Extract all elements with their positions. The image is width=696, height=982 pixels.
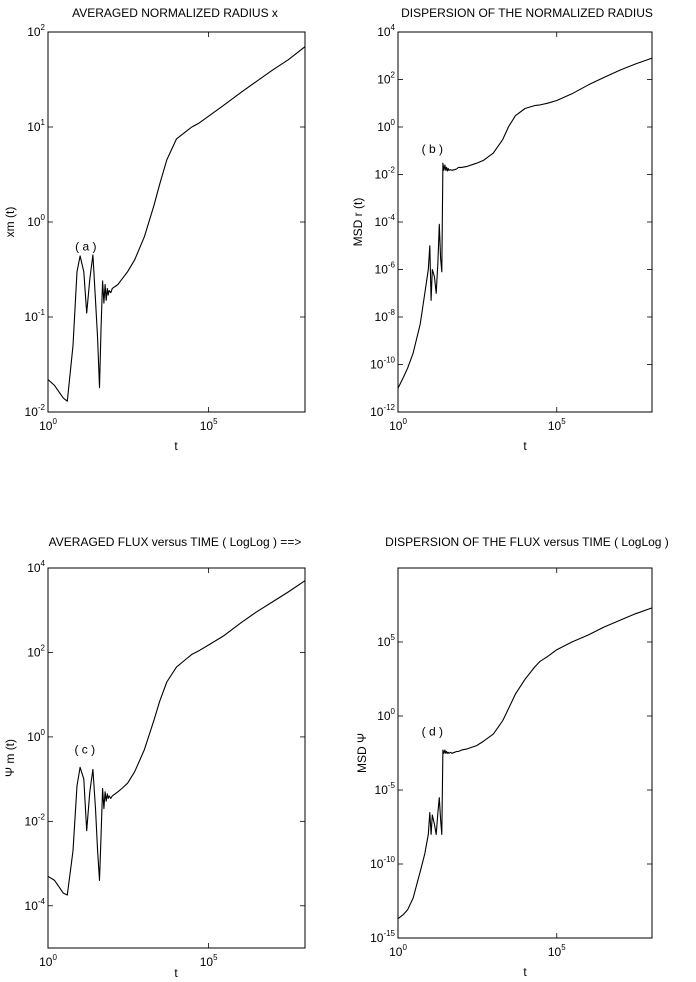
panel-b-y-tick-label: 10-6 [375, 261, 396, 277]
panel-d-x-tick-label: 105 [548, 943, 566, 959]
panel-c-x-tick-label: 105 [200, 953, 218, 969]
panel-d-x-ticks: 100 105 [389, 568, 566, 959]
panel-b-x-tick-label: 100 [389, 417, 407, 433]
panel-c-x-tick-label: 100 [39, 953, 57, 969]
panel-c-title: AVERAGED FLUX versus TIME ( LogLog ) ==> [49, 535, 302, 549]
panel-b-y-tick-label: 10-12 [370, 403, 395, 419]
panel-d-x-label: t [523, 965, 527, 979]
panel-c-y-tick-label: 102 [27, 643, 45, 659]
panel-a-y-tick-label: 102 [27, 23, 45, 39]
panel-c-y-label: Ψ m (t) [3, 739, 17, 777]
panel-b-y-tick-label: 102 [377, 71, 395, 87]
panel-d-title: DISPERSION OF THE FLUX versus TIME ( Log… [385, 535, 669, 549]
panel-b-frame [397, 31, 653, 413]
panel-d-y-tick-label: 100 [377, 707, 395, 723]
panel-a-annotation: ( a ) [75, 240, 96, 254]
panel-a-y-tick-label: 10-2 [25, 403, 46, 419]
panel-c-x-ticks: 100 105 [39, 568, 218, 969]
panel-d-y-tick-label: 105 [377, 633, 395, 649]
panel-d-y-tick-label: 10-5 [375, 781, 396, 797]
panel-b-y-tick-label: 10-8 [375, 308, 396, 324]
panel-c-y-tick-label: 100 [27, 728, 45, 744]
panel-a-x-ticks: 100 105 [39, 32, 218, 433]
panel-d-y-ticks: 10-15 10-10 10-5 100 105 [370, 633, 652, 945]
panel-b-y-ticks: 10-12 10-10 10-8 10-6 10-4 10-2 100 102 104 [370, 23, 652, 419]
panel-b-y-tick-label: 100 [377, 118, 395, 134]
panel-b-y-tick-label: 10-10 [370, 356, 395, 372]
panel-a-y-tick-label: 10-1 [25, 308, 46, 324]
panel-b-y-tick-label: 10-4 [375, 213, 396, 229]
panel-c-y-ticks: 10-4 10-2 100 102 104 [25, 559, 305, 913]
panel-d-frame [397, 567, 653, 939]
panel-b-title: DISPERSION OF THE NORMALIZED RADIUS [401, 6, 653, 20]
panel-a-x-label: t [174, 439, 178, 453]
panel-b: DISPERSION OF THE NORMALIZED RADIUS 10-1… [351, 6, 653, 453]
panel-d-annotation: ( d ) [422, 724, 443, 738]
panel-c-y-tick-label: 10-4 [25, 897, 46, 913]
panel-a: AVERAGED NORMALIZED RADIUS x 10-210-1100… [3, 6, 306, 453]
panel-d-series-line [397, 607, 653, 920]
panel-a-y-tick-label: 100 [27, 213, 45, 229]
panel-d-y-tick-label: 10-15 [370, 929, 395, 945]
panel-a-x-tick-label: 105 [200, 417, 218, 433]
panel-b-x-tick-label: 105 [548, 417, 566, 433]
panel-c-series-line [47, 580, 306, 896]
panel-b-y-tick-label: 104 [377, 23, 395, 39]
panel-c-y-tick-label: 10-2 [25, 812, 46, 828]
panel-c-annotation: ( c ) [74, 743, 95, 757]
panel-d-x-tick-label: 100 [389, 943, 407, 959]
panel-a-series-line [47, 46, 306, 402]
panel-a-y-tick-label: 101 [27, 118, 45, 134]
panel-c-frame [47, 567, 306, 949]
panel-b-y-tick-label: 10-2 [375, 166, 396, 182]
panel-a-y-ticks: 10-2 10-1 100 101 102 [25, 23, 305, 419]
panel-b-series-line [397, 57, 653, 389]
panel-c-y-tick-label: 104 [27, 559, 45, 575]
panel-d: DISPERSION OF THE FLUX versus TIME ( Log… [355, 535, 669, 979]
panel-a-frame [47, 31, 306, 413]
panel-b-annotation: ( b ) [422, 142, 443, 156]
panel-d-y-tick-label: 10-10 [370, 855, 395, 871]
panel-c: AVERAGED FLUX versus TIME ( LogLog ) ==>… [3, 535, 306, 980]
panel-b-x-ticks: 100 105 [389, 32, 566, 433]
panel-c-x-label: t [174, 966, 178, 980]
panel-d-y-label: MSD Ψ [355, 733, 369, 773]
panel-a-y-label: xm (t) [3, 207, 17, 238]
panel-a-x-tick-label: 100 [39, 417, 57, 433]
panel-b-y-label: MSD r (t) [351, 198, 365, 247]
panel-a-title: AVERAGED NORMALIZED RADIUS x [72, 6, 278, 20]
panel-b-x-label: t [523, 439, 527, 453]
